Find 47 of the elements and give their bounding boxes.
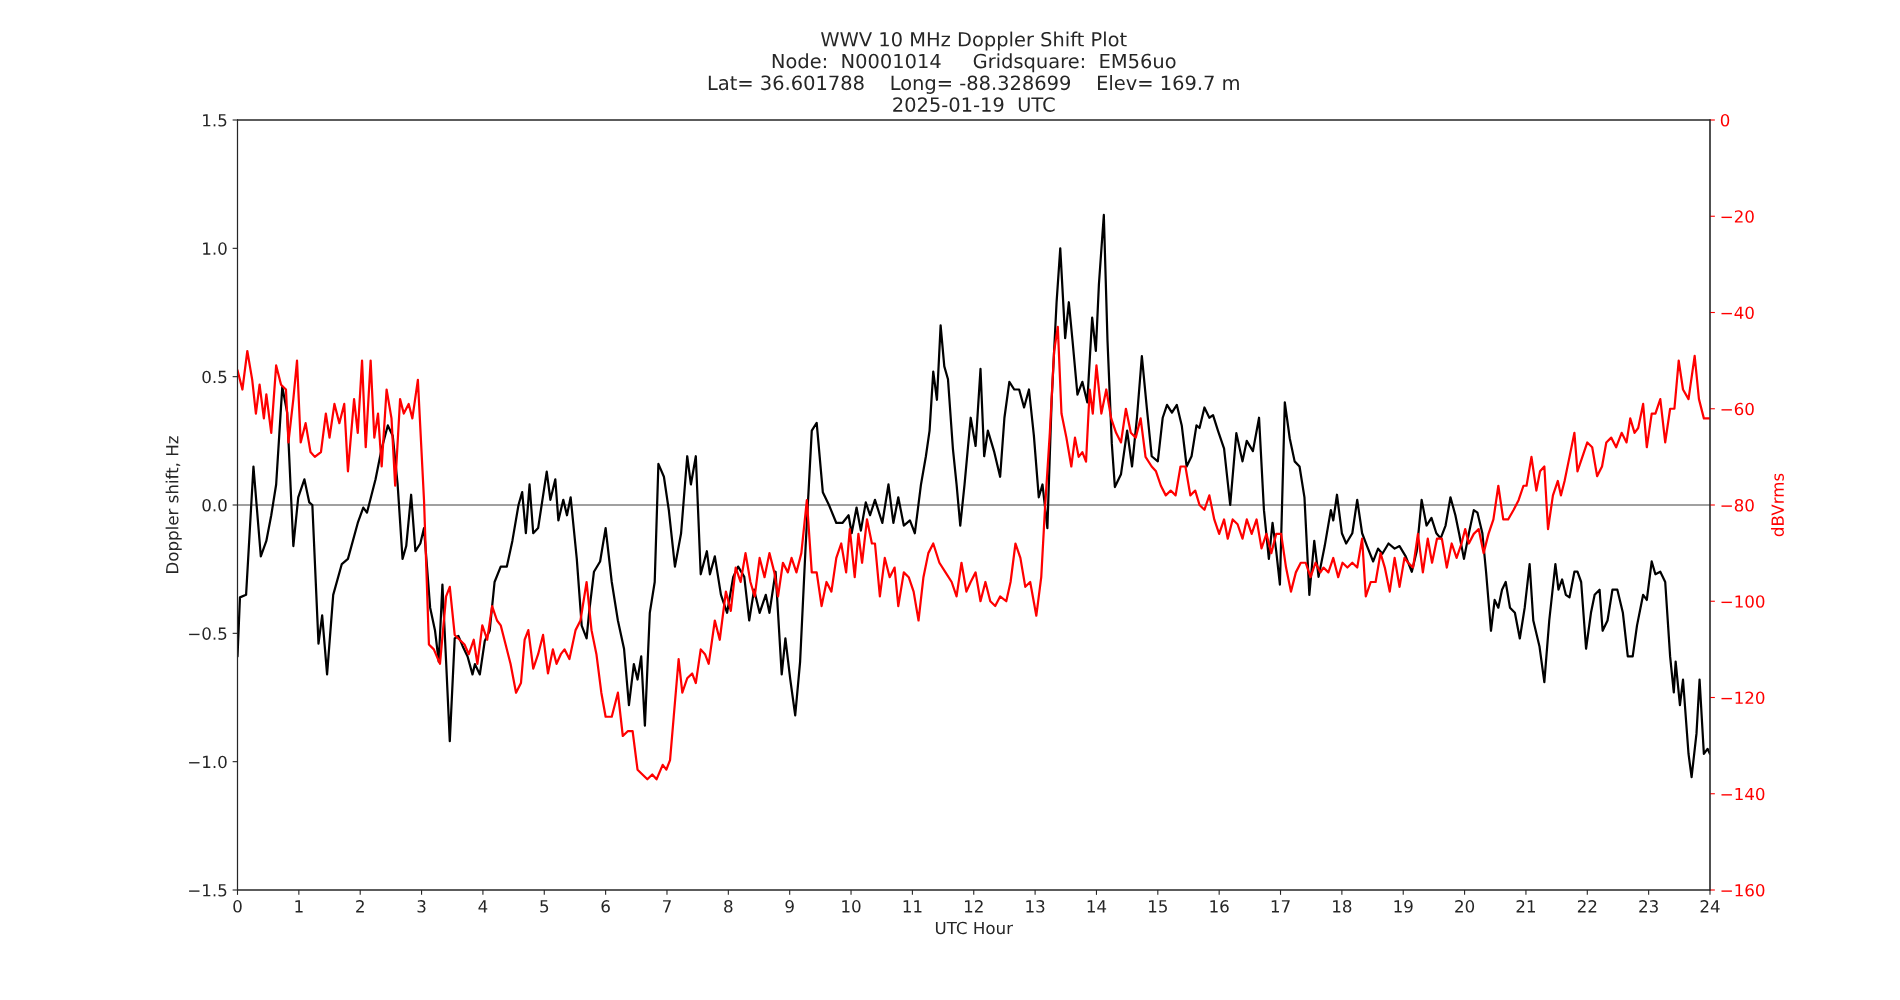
y2-tick-label: −80 [1721,498,1754,512]
x-tick-label: 24 [1700,900,1720,913]
y2-tick-label: −40 [1721,306,1754,320]
y2-tick-label: 0 [1720,113,1730,127]
y2-tick-label: −120 [1721,691,1765,705]
y2-tick-label: −140 [1721,787,1765,801]
y-axis-title: Doppler shift, Hz [165,436,182,573]
y-tick-label: 1.0 [203,242,227,255]
y-tick-label: 1.5 [203,114,227,127]
y2-tick-label: −60 [1721,402,1754,416]
x-tick-label: 16 [1210,900,1229,913]
y-tick-label: −1.0 [189,755,227,769]
chart-title: WWV 10 MHz Doppler Shift Plot Node: N0001014 Gridsquare: EM56uo Lat= 36.601788 Long= -88.328699 Elev= 169.7 m 2025-01-19 UTC [708,31,1239,112]
x-tick-label: 22 [1577,900,1597,913]
x-tick-label: 18 [1333,900,1352,913]
x-tick-label: 14 [1087,900,1107,913]
x-tick-label: 8 [724,900,733,913]
y-tick-label: −0.5 [189,627,227,640]
x-tick-label: 1 [295,900,303,913]
x-tick-label: 19 [1394,900,1413,913]
x-tick-label: 2 [356,900,364,913]
x-axis-title: UTC Hour [935,921,1013,935]
x-tick-label: 13 [1026,900,1045,913]
x-tick-label: 3 [417,900,426,913]
x-tick-label: 4 [478,900,488,913]
y-tick-label: 0.0 [202,498,227,512]
x-tick-label: 11 [903,900,922,913]
y-tick-label: −1.5 [189,884,227,897]
x-tick-label: 21 [1516,900,1535,913]
x-tick-label: 0 [233,900,242,913]
x-tick-label: 5 [540,900,549,913]
line-series [237,325,1710,781]
x-tick-label: 15 [1149,900,1167,913]
x-tick-label: 6 [601,900,610,913]
x-tick-label: 7 [663,900,671,913]
y2-tick-label: −20 [1721,210,1754,223]
x-tick-label: 23 [1639,900,1658,913]
y-tick-label: 0.5 [202,370,227,384]
y2-axis-title: dBVrms [1771,473,1784,537]
x-tick-label: 12 [964,900,983,913]
x-tick-label: 20 [1455,900,1475,913]
line-series [237,213,1710,779]
y2-tick-label: −100 [1721,595,1765,608]
x-tick-label: 17 [1271,900,1290,913]
y2-tick-label: −160 [1721,883,1765,897]
x-tick-label: 9 [785,900,794,913]
x-tick-label: 10 [842,900,861,913]
